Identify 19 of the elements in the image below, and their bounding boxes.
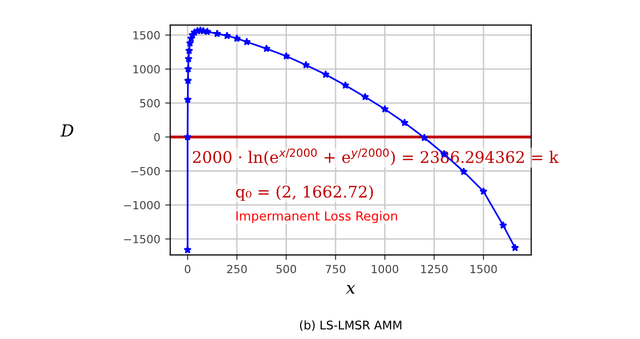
x-tick-label: 1500 [470, 264, 497, 274]
y-tick-label: 0 [154, 132, 160, 142]
x-tick-label: 750 [326, 264, 346, 274]
y-tick-label: 500 [140, 99, 160, 108]
x-tick-label: 250 [227, 264, 247, 274]
text: (b) LS-LMSR AMM [300, 320, 402, 331]
x-tick-label: 500 [276, 264, 296, 274]
x-tick-label: 1250 [421, 264, 448, 274]
y-tick-label: 1000 [133, 65, 160, 74]
y-tick-label: −1500 [124, 234, 160, 244]
y-tick-label: −500 [131, 166, 160, 176]
x-axis-title: x [346, 284, 356, 294]
y-tick-label: −1000 [124, 200, 160, 210]
y-tick-label: 1500 [133, 31, 160, 40]
annotation: Impermanent Loss Region [236, 210, 397, 224]
x-tick-label: 0 [184, 264, 190, 274]
annotation: q₀ = (2, 1662.72) [236, 185, 373, 201]
y-axis-title: D [60, 124, 74, 137]
x-tick-label: 1000 [372, 264, 398, 274]
